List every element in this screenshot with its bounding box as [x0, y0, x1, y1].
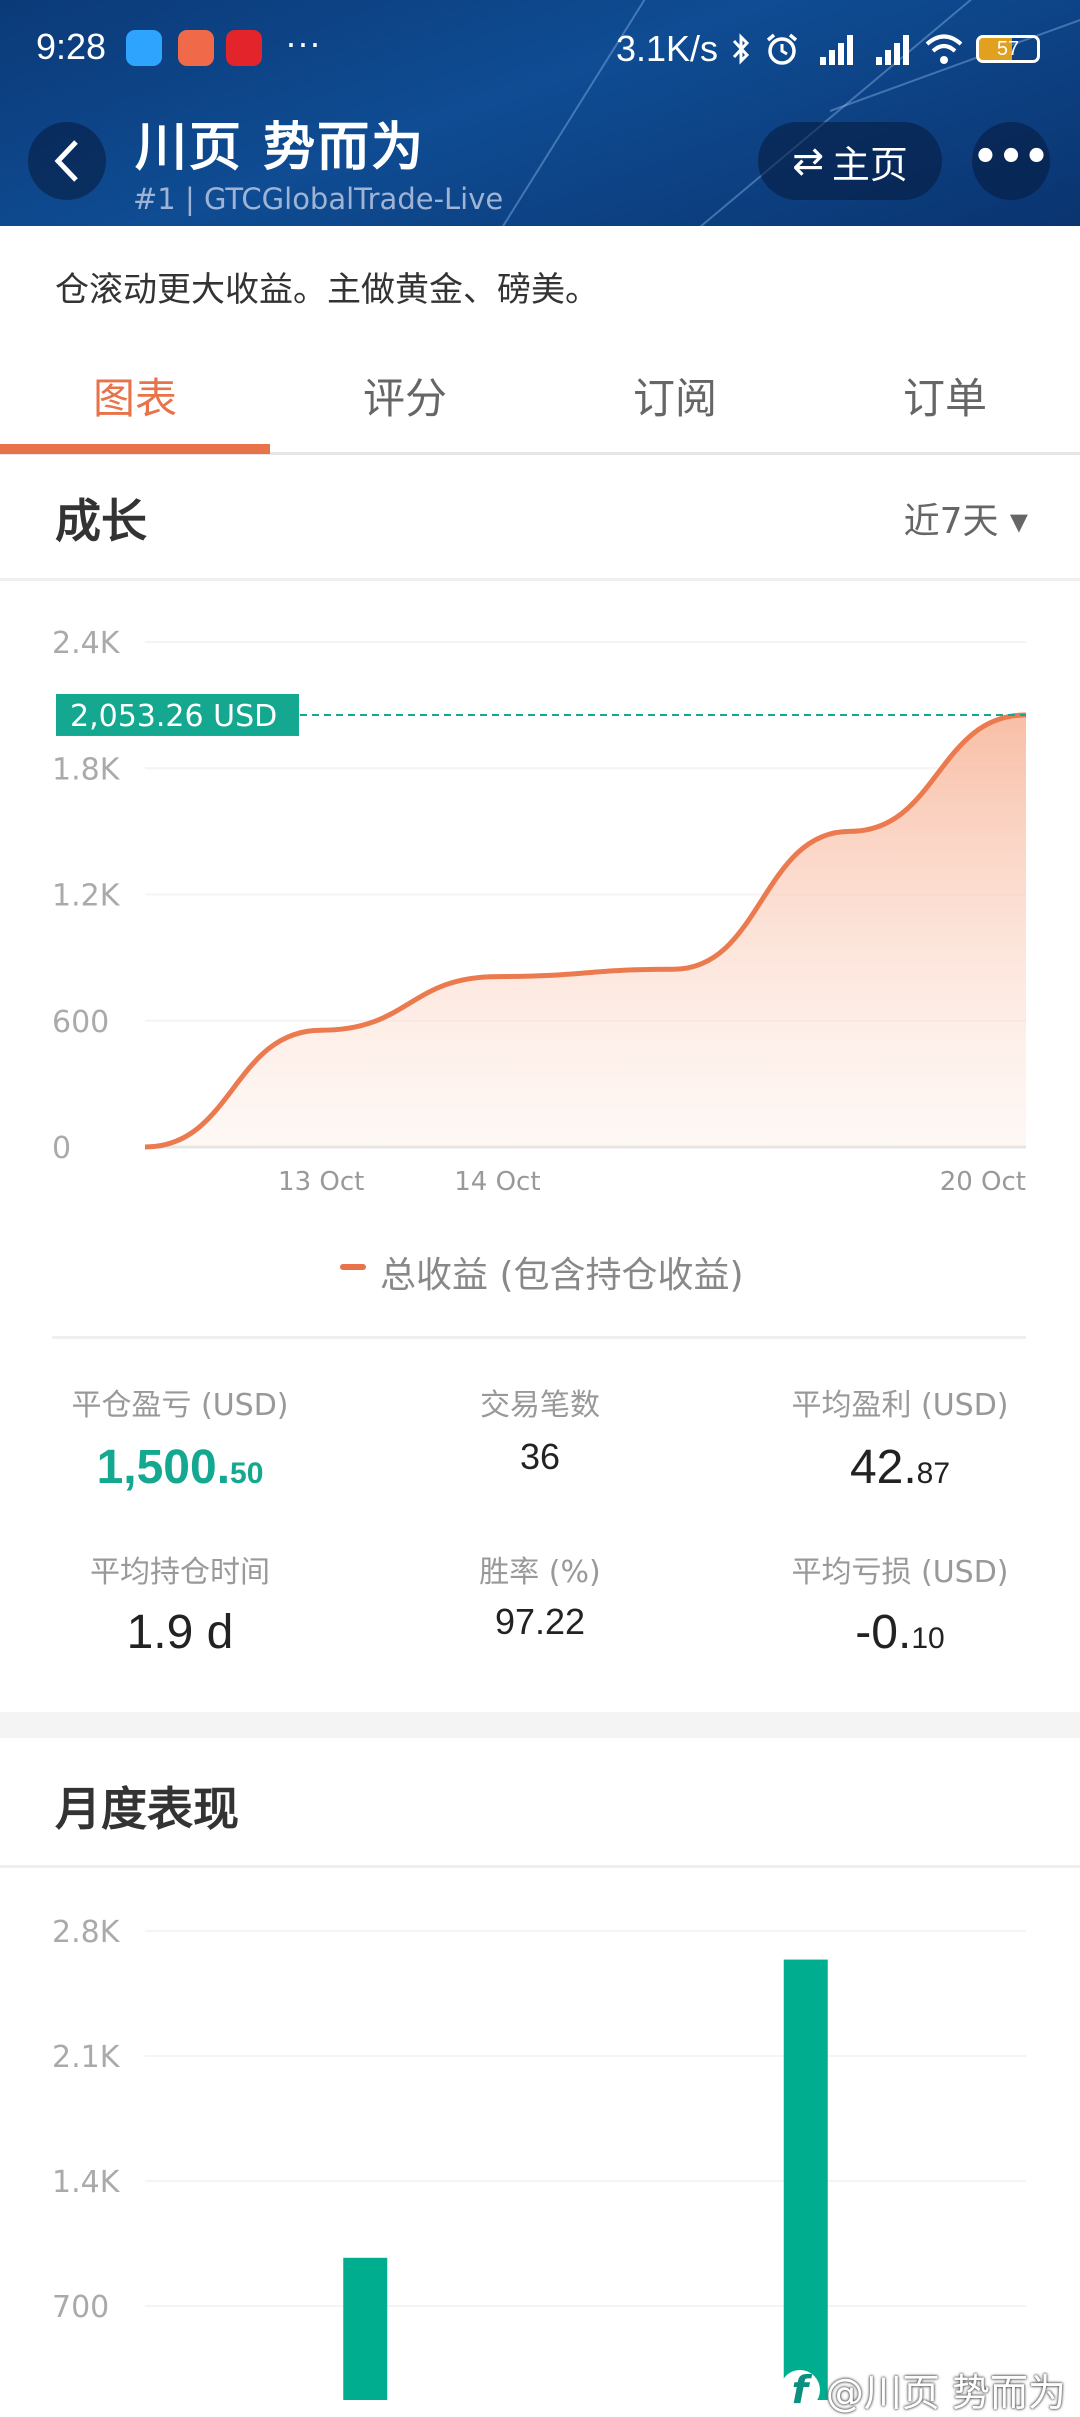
x-tick-label: 14 Oct — [454, 1167, 540, 1197]
stats-divider — [52, 1336, 1026, 1339]
tuanyou-notification-icon — [226, 30, 262, 66]
tab-orders[interactable]: 订单 — [902, 374, 987, 423]
legend-swatch — [340, 1264, 366, 1270]
stat-value: 42.87 — [720, 1440, 1080, 1495]
chevron-left-icon — [54, 140, 78, 182]
y-tick-label: 2.8K — [52, 1915, 121, 1950]
stat-label: 胜率 (%) — [479, 1555, 601, 1590]
home-label: 主页 — [831, 142, 908, 187]
monthly-title: 月度表现 — [55, 1782, 239, 1836]
watermark: f @川页 势而为 — [779, 2362, 1066, 2417]
x-tick-label: 20 Oct — [940, 1167, 1026, 1197]
stat-value: 1,500.50 — [0, 1440, 360, 1495]
strategy-description: 仓滚动更大收益。主做黄金、磅美。 — [55, 270, 599, 310]
y-tick-label: 1.4K — [52, 2165, 121, 2200]
signal-2-icon — [876, 35, 909, 65]
stat-value-int: 1.9 d — [126, 1606, 234, 1659]
status-time: 9:28 — [36, 26, 107, 67]
bluetooth-icon — [732, 33, 750, 65]
active-tab-indicator — [0, 444, 270, 454]
app-notification-icon — [126, 30, 162, 66]
bar[interactable] — [343, 2257, 388, 2400]
section-divider — [0, 1865, 1080, 1868]
stat-label: 平均持仓时间 — [90, 1555, 270, 1590]
stat-value-int: 97.22 — [494, 1601, 586, 1642]
stat-value-dec: 50 — [230, 1457, 264, 1490]
back-button[interactable] — [28, 122, 106, 200]
stat-label: 平均盈利 (USD) — [791, 1388, 1009, 1423]
y-tick-label: 600 — [52, 1005, 109, 1040]
growth-chart: 0 600 1.2K 1.8K 2.4K 2,053.26 USD 13 Oct 14 Oct… — [52, 626, 1027, 1197]
watermark-logo-icon: f — [779, 2369, 820, 2410]
game-notification-icon — [178, 30, 214, 66]
tab-rating[interactable]: 评分 — [362, 374, 447, 423]
stat-value: 36 — [360, 1436, 720, 1478]
legend-label: 总收益 (包含持仓收益) — [380, 1255, 744, 1296]
x-tick-label: 13 Oct — [278, 1167, 364, 1197]
stat-label: 平均亏损 (USD) — [791, 1555, 1009, 1590]
growth-title: 成长 — [55, 494, 147, 548]
account-subtitle: #1 | GTCGlobalTrade-Live — [133, 182, 504, 216]
stat-value-int: 42. — [849, 1441, 917, 1494]
status-icons: 3.1K/s 57 — [616, 24, 1040, 74]
battery-icon: 57 — [976, 35, 1040, 63]
stat-value: -0.10 — [720, 1605, 1080, 1660]
net-speed: 3.1K/s — [615, 28, 718, 69]
stat-value-int: 36 — [519, 1436, 561, 1477]
signal-icon — [820, 35, 853, 65]
stat-value-int: -0. — [855, 1606, 912, 1659]
section-divider — [0, 578, 1080, 581]
range-dropdown[interactable]: 近7天 ▾ — [903, 501, 1028, 542]
y-tick-label: 700 — [52, 2290, 109, 2325]
watermark-text: @川页 势而为 — [825, 2371, 1066, 2415]
y-tick-label: 1.2K — [52, 879, 121, 914]
current-value-label: 2,053.26 USD — [70, 699, 277, 734]
stat-value-dec: 87 — [916, 1457, 951, 1490]
series-line — [144, 712, 1027, 1150]
tab-chart[interactable]: 图表 — [92, 374, 177, 423]
profile-header: 9:28 ··· 3.1K/s 57 川页 势而为 #1 | GTCGlobal… — [0, 0, 1080, 226]
area-fill — [145, 714, 1026, 1147]
stat-value: 1.9 d — [0, 1605, 360, 1660]
tab-divider — [0, 452, 1080, 455]
alarm-icon — [766, 33, 798, 65]
more-options-button[interactable]: ••• — [972, 122, 1050, 200]
stat-label: 交易笔数 — [480, 1388, 600, 1423]
stat-value: 97.22 — [360, 1601, 720, 1643]
current-value-badge — [56, 693, 299, 736]
y-tick-label: 0 — [52, 1131, 71, 1166]
bar[interactable] — [783, 1959, 828, 2400]
y-tick-label: 2.4K — [52, 626, 121, 661]
section-separator — [0, 1712, 1080, 1738]
swap-icon: ⇄ — [792, 139, 824, 183]
overflow-notifications: ··· — [285, 22, 321, 63]
monthly-bar-chart: 700 1.4K 2.1K 2.8K — [52, 1915, 1026, 2400]
stat-value-dec: 10 — [911, 1622, 945, 1655]
wifi-icon — [925, 34, 963, 64]
stat-label: 平仓盈亏 (USD) — [71, 1388, 289, 1423]
page-title: 川页 势而为 — [135, 118, 426, 178]
stat-value-int: 1,500. — [96, 1441, 231, 1494]
y-tick-label: 2.1K — [52, 2040, 121, 2075]
y-tick-label: 1.8K — [52, 752, 121, 787]
tab-subscribe[interactable]: 订阅 — [632, 374, 717, 423]
home-button[interactable]: ⇄ 主页 — [758, 122, 942, 200]
